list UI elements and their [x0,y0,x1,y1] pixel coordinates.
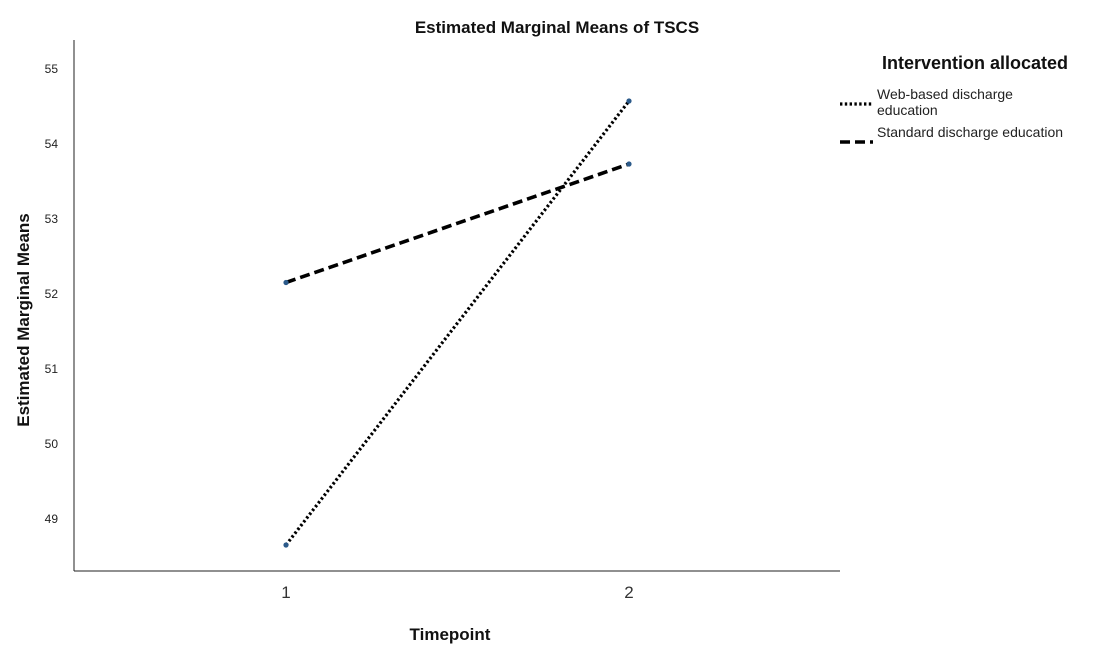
y-axis-title: Estimated Marginal Means [14,213,33,427]
chart-title: Estimated Marginal Means of TSCS [415,18,699,37]
x-axis-title: Timepoint [410,625,491,644]
y-tick-label: 50 [45,437,59,451]
y-tick-label: 55 [45,62,59,76]
data-point [283,542,289,548]
data-point [626,161,632,167]
legend-label: Web-based discharge [877,86,1013,102]
series-line-1 [284,100,631,546]
y-tick-label: 51 [45,362,59,376]
legend: Intervention allocated Web-based dischar… [840,53,1068,144]
series-layer [283,98,632,548]
data-point [283,279,289,286]
series-line-2 [285,162,630,285]
legend-label: education [877,102,938,118]
y-tick-label: 52 [45,287,59,301]
legend-title: Intervention allocated [882,53,1068,73]
x-tick-label: 2 [624,583,633,602]
y-tick-label: 49 [45,512,59,526]
data-point [626,98,632,104]
y-tick-labels: 49 50 51 52 53 54 55 [45,62,59,526]
x-tick-label: 1 [281,583,290,602]
axes [73,40,840,572]
y-tick-label: 54 [45,137,59,151]
legend-label: Standard discharge education [877,124,1063,140]
y-tick-label: 53 [45,212,59,226]
